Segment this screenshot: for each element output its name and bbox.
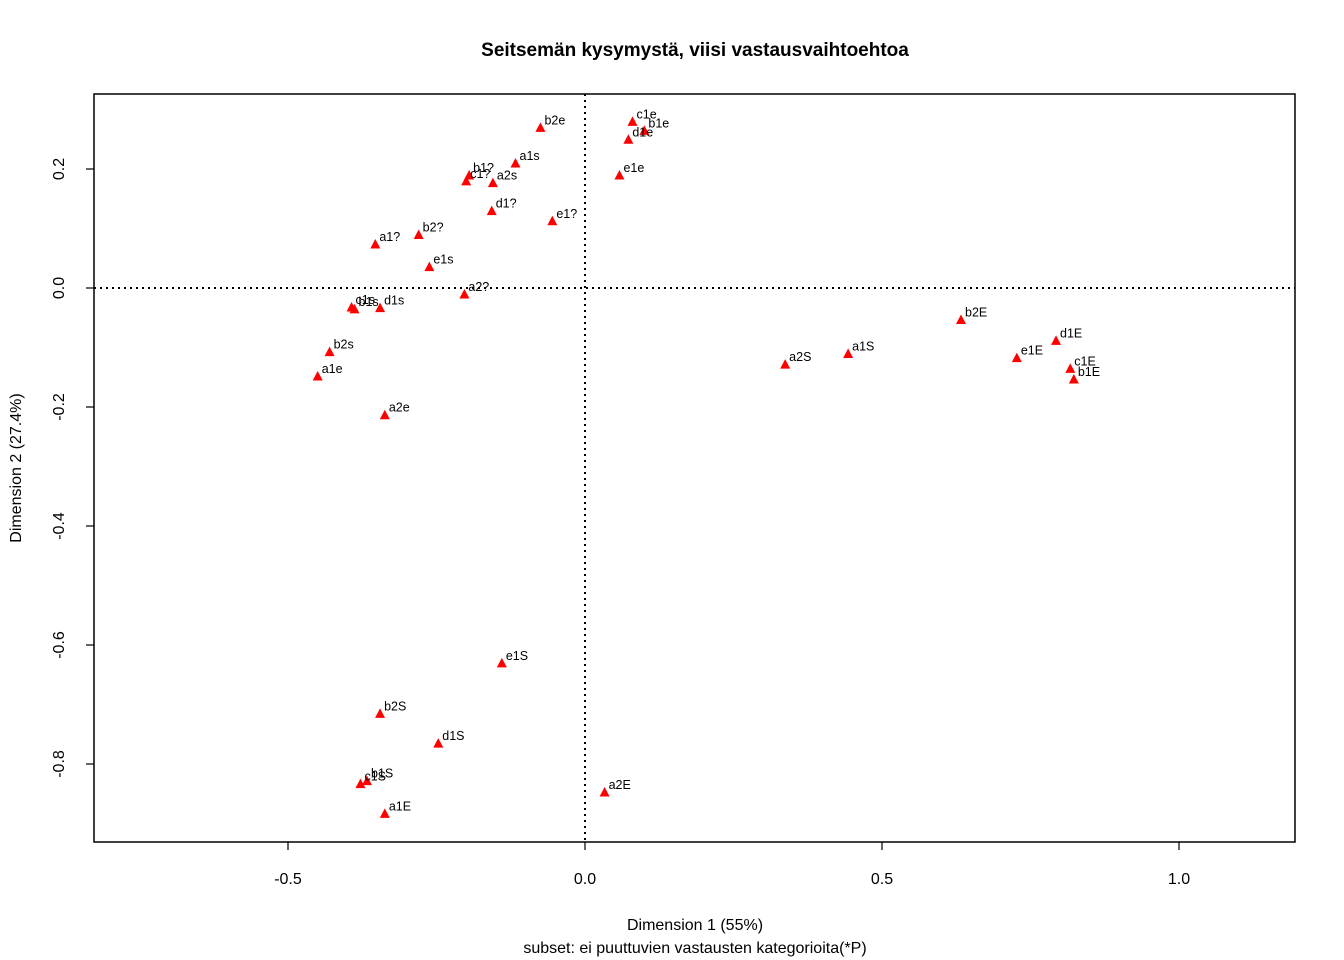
point-marker <box>379 808 390 818</box>
point-label: e1S <box>506 649 528 663</box>
y-axis: -0.8 -0.6 -0.4 -0.2 0.0 0.2 <box>51 158 94 778</box>
point-marker <box>487 177 498 188</box>
point-label: a1s <box>520 149 540 163</box>
point-label: b2? <box>423 220 444 234</box>
point-label: d1s <box>384 294 404 308</box>
point-marker <box>459 288 470 299</box>
point-marker <box>355 778 366 789</box>
point-label: b1s <box>359 295 379 309</box>
point-label: c1? <box>470 167 490 181</box>
point-label: a2e <box>389 401 410 415</box>
point-label: b1S <box>371 767 393 781</box>
point-label: b1? <box>473 161 494 175</box>
point-label: b2E <box>965 306 987 320</box>
x-tick-label: 0.5 <box>871 871 893 888</box>
x-axis-label: Dimension 1 (55%) <box>627 917 763 934</box>
point-label: a1S <box>852 339 874 353</box>
point-label: a1e <box>322 362 343 376</box>
point-label: c1E <box>1074 354 1096 368</box>
point-marker <box>1065 363 1076 373</box>
y-tick-label: -0.4 <box>51 512 68 540</box>
point-label: a2s <box>497 169 517 183</box>
point-label: c1e <box>637 107 657 121</box>
point-marker <box>433 738 444 748</box>
y-axis-label: Dimension 2 (27.4%) <box>8 393 25 542</box>
y-tick-label: -0.8 <box>51 750 68 778</box>
point-label: a2S <box>789 350 811 364</box>
y-tick-label: -0.2 <box>51 393 68 421</box>
y-tick-label: 0.2 <box>51 158 68 180</box>
point-marker <box>547 215 558 226</box>
point-label: b2e <box>544 113 565 127</box>
point-marker <box>496 657 507 668</box>
point-label: d1e <box>632 125 653 139</box>
point-label: e1? <box>556 207 577 221</box>
point-marker <box>535 122 546 132</box>
point-marker <box>1011 352 1022 363</box>
point-marker <box>639 125 650 135</box>
point-marker <box>312 371 323 381</box>
point-marker <box>510 158 521 168</box>
point-marker <box>486 205 497 216</box>
point-marker <box>362 775 373 786</box>
x-tick-label: 1.0 <box>1168 871 1190 888</box>
x-axis-sublabel: subset: ei puuttuvien vastausten kategor… <box>523 940 866 957</box>
point-marker <box>614 169 625 180</box>
point-marker <box>349 303 360 314</box>
point-label: a1E <box>389 799 411 813</box>
chart-title: Seitsemän kysymystä, viisi vastausvaihto… <box>481 40 909 61</box>
x-axis: -0.5 0.0 0.5 1.0 <box>274 842 1190 888</box>
reference-lines <box>94 94 1295 842</box>
y-tick-label: 0.0 <box>51 277 68 299</box>
point-marker <box>413 229 424 239</box>
point-label: b2s <box>334 338 354 352</box>
point-marker <box>375 708 386 718</box>
point-marker <box>1068 374 1079 384</box>
point-label: a2E <box>609 778 631 792</box>
x-tick-label: 0.0 <box>574 871 596 888</box>
point-label: d1? <box>496 197 517 211</box>
point-marker <box>370 238 381 249</box>
plot-frame <box>93 93 1296 843</box>
point-label: b1e <box>648 116 669 130</box>
point-label: b2S <box>384 699 406 713</box>
point-marker <box>324 346 335 357</box>
point-marker <box>424 261 435 272</box>
point-marker <box>1051 335 1062 345</box>
point-label: c1s <box>356 293 375 307</box>
point-label: a1? <box>379 230 400 244</box>
point-label: d1S <box>442 729 464 743</box>
point-label: e1e <box>623 161 644 175</box>
point-label: a2? <box>468 280 489 294</box>
point-marker <box>623 134 634 144</box>
point-marker <box>375 302 386 313</box>
point-label: e1E <box>1021 344 1043 358</box>
y-tick-label: -0.6 <box>51 631 68 659</box>
point-label: e1s <box>433 253 453 267</box>
point-marker <box>461 175 472 186</box>
point-label: d1E <box>1060 326 1082 340</box>
point-marker <box>780 359 791 369</box>
point-marker <box>599 786 610 797</box>
point-marker <box>627 116 638 126</box>
point-marker <box>843 348 854 358</box>
point-label: c1S <box>364 770 386 784</box>
point-marker <box>379 409 390 420</box>
point-label: b1E <box>1078 365 1100 379</box>
x-tick-label: -0.5 <box>274 871 302 888</box>
point-marker <box>956 314 967 325</box>
